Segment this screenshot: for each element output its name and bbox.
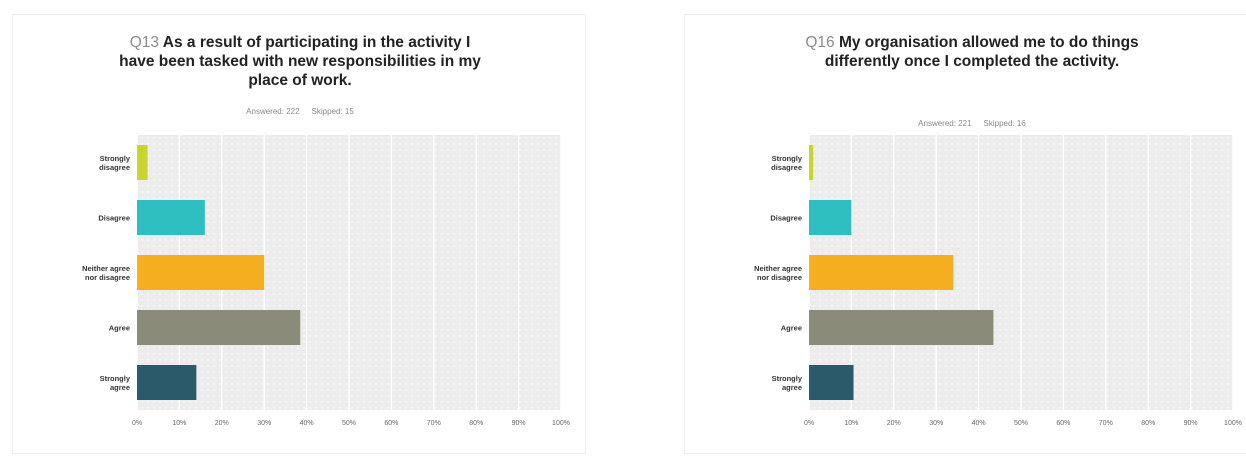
category-label: Agree [109,324,130,333]
answered-count: Answered: 222 [246,107,300,116]
x-tick-label: 90% [1184,420,1198,427]
x-tick-label: 80% [1141,420,1155,427]
category-label: Strongly disagree [771,154,803,172]
bar [809,255,954,290]
skipped-count: Skipped: 15 [311,107,354,116]
category-label: Neither agree nor disagree [754,264,802,282]
bar [137,310,301,345]
x-tick-label: 0% [132,420,142,427]
x-tick-label: 80% [469,420,483,427]
x-tick-label: 10% [844,420,858,427]
x-tick-label: 70% [427,420,441,427]
x-tick-label: 0% [804,420,814,427]
x-tick-label: 90% [512,420,526,427]
bar [137,255,265,290]
category-label: Strongly disagree [99,154,131,172]
question-text: My organisation allowed me to do things … [824,34,1139,70]
x-tick-label: 40% [300,420,314,427]
x-tick-label: 60% [1056,420,1070,427]
x-tick-label: 20% [215,420,229,427]
answered-count: Answered: 221 [918,119,972,128]
response-counts: Answered: 221 Skipped: 16 [785,119,1159,128]
chart-title: Q13 As a result of participating in the … [113,33,487,90]
x-tick-label: 100% [1224,420,1242,427]
bar [137,365,197,400]
x-tick-label: 50% [1014,420,1028,427]
x-tick-label: 40% [972,420,986,427]
x-tick-label: 60% [384,420,398,427]
question-text: As a result of participating in the acti… [119,34,481,89]
category-label: Agree [781,324,802,333]
chart-panel-q13: Q13 As a result of participating in the … [12,14,586,454]
bar [809,200,852,235]
skipped-count: Skipped: 16 [983,119,1026,128]
chart-panel-q16: Q16 My organisation allowed me to do thi… [684,14,1246,454]
x-tick-label: 30% [929,420,943,427]
x-tick-label: 30% [257,420,271,427]
bar [137,200,205,235]
category-label: Neither agree nor disagree [82,264,130,282]
question-number: Q16 [805,34,835,51]
response-counts: Answered: 222 Skipped: 15 [113,107,487,116]
chart-title: Q16 My organisation allowed me to do thi… [785,33,1159,71]
category-label: Strongly agree [100,374,131,392]
bar [809,310,994,345]
x-tick-label: 20% [887,420,901,427]
category-label: Strongly agree [772,374,803,392]
x-tick-label: 10% [172,420,186,427]
question-number: Q13 [129,34,160,51]
bar-chart-q16: 0% 10% 20% 30% 40% 50% 60% 70% 80% 90% 100% Strongl… [754,135,1242,427]
bar [809,365,854,400]
bar [137,145,148,180]
bar [809,145,814,180]
x-tick-label: 50% [342,420,356,427]
x-tick-label: 100% [552,420,570,427]
category-label: Disagree [770,214,802,223]
bar-chart-q13: 0% 10% 20% 30% 40% 50% 60% 70% 80% 90% 100% Strongl… [82,135,570,427]
x-tick-label: 70% [1099,420,1113,427]
category-label: Disagree [98,214,130,223]
